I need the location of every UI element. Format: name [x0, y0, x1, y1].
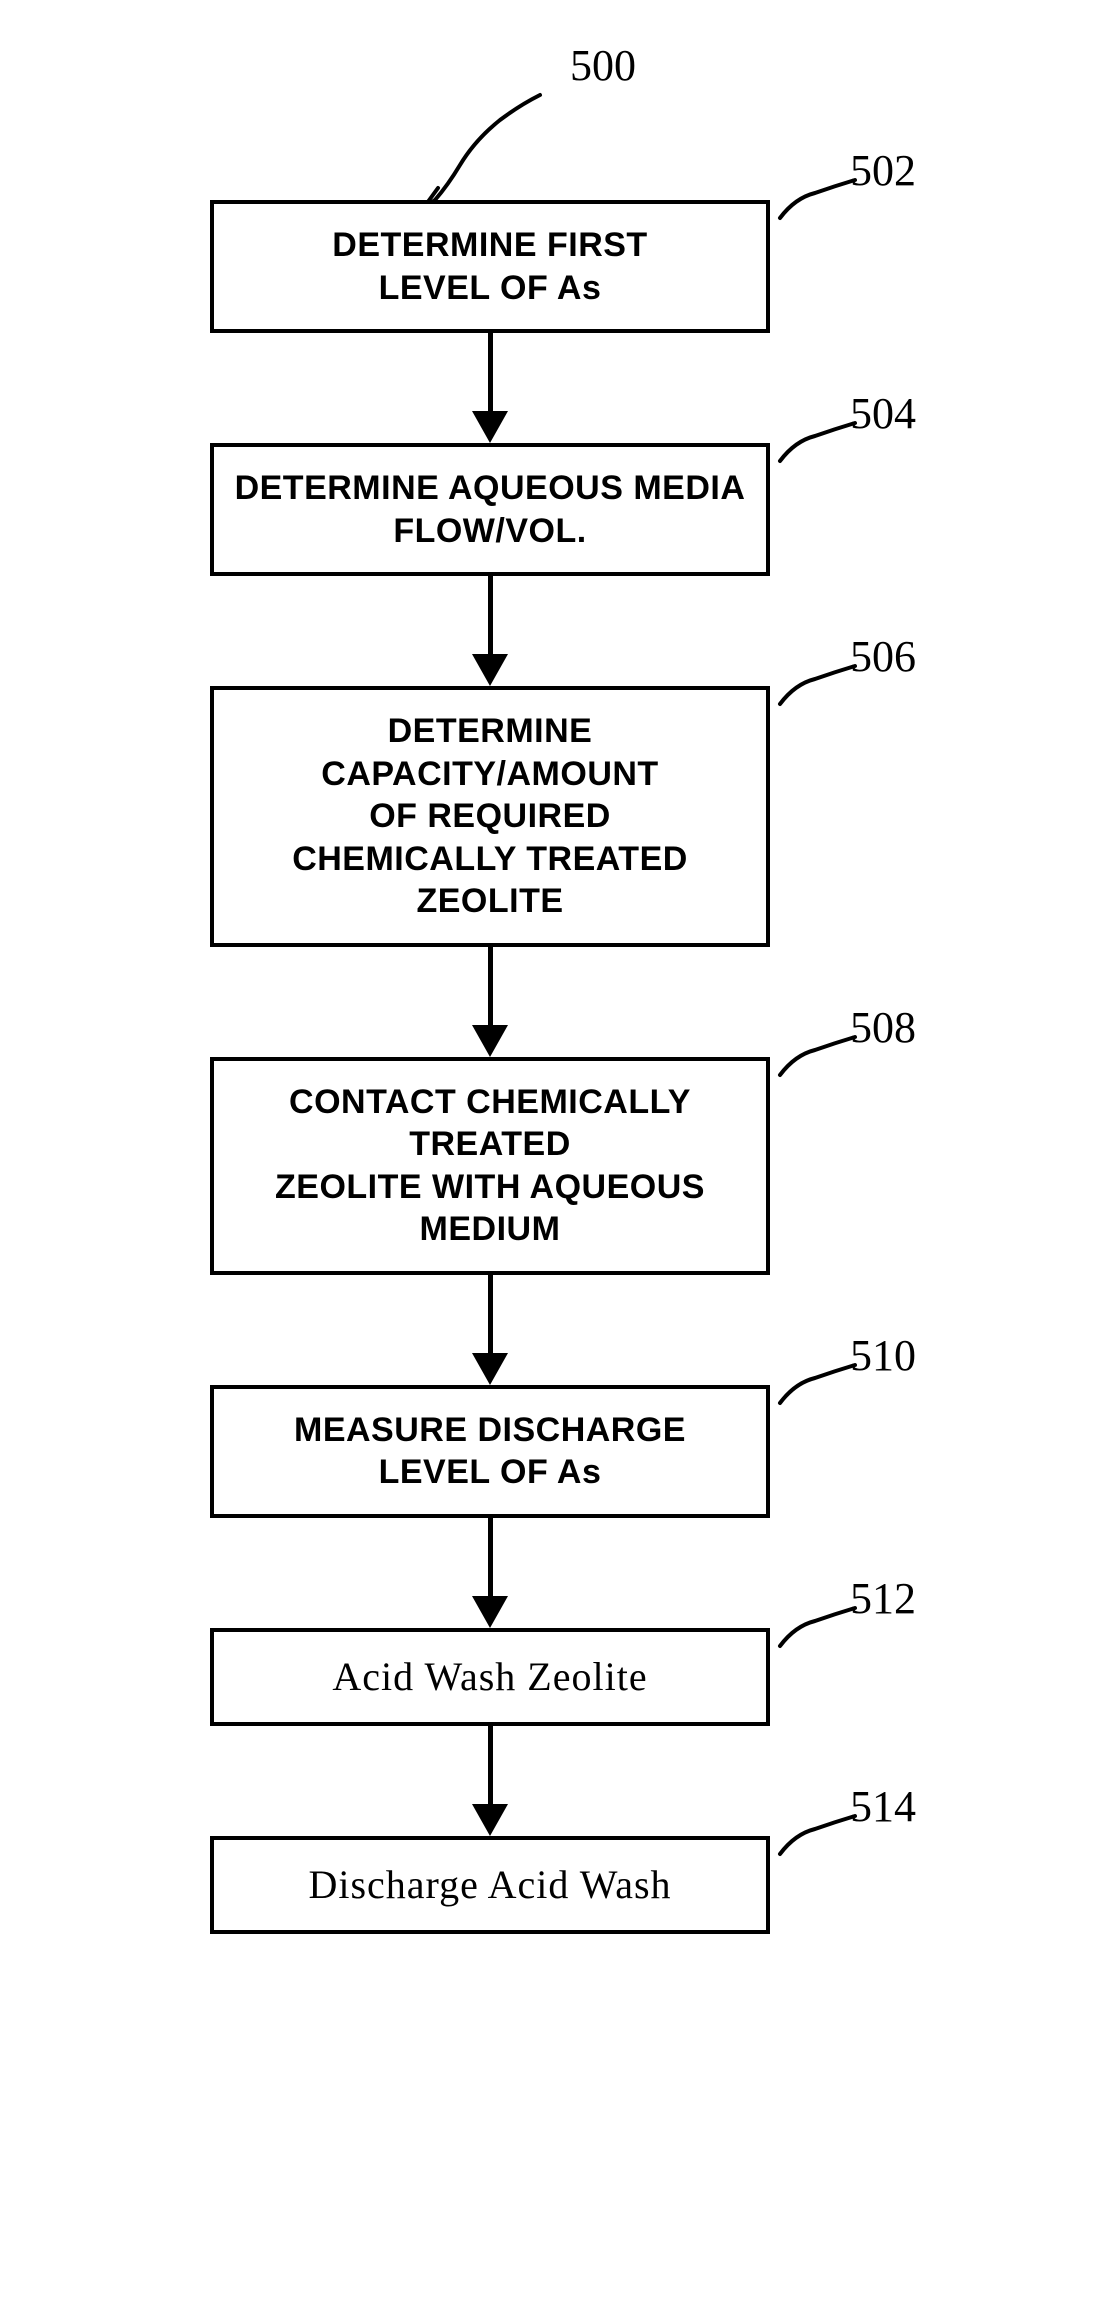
step-text: DETERMINE CAPACITY/AMOUNTOF REQUIREDCHEM… — [292, 712, 688, 920]
step-text: Acid Wash Zeolite — [332, 1654, 647, 1699]
arrow-down — [140, 1726, 840, 1836]
ref-500: 500 — [570, 40, 636, 91]
step-text: DETERMINE FIRSTLEVEL OF As — [332, 226, 647, 307]
step-box-measure-discharge: MEASURE DISCHARGELEVEL OF As — [210, 1385, 770, 1518]
ref-508: 508 — [850, 1002, 916, 1053]
arrow-down — [140, 1518, 840, 1628]
step-text: Discharge Acid Wash — [308, 1862, 671, 1907]
arrow-down — [140, 333, 840, 443]
step-text: CONTACT CHEMICALLY TREATEDZEOLITE WITH A… — [275, 1083, 705, 1249]
step-box-determine-flow: DETERMINE AQUEOUS MEDIAFLOW/VOL. — [210, 443, 770, 576]
ref-512: 512 — [850, 1573, 916, 1624]
ref-514: 514 — [850, 1781, 916, 1832]
step-box-acid-wash: Acid Wash Zeolite — [210, 1628, 770, 1726]
ref-502: 502 — [850, 145, 916, 196]
arrow-down — [140, 576, 840, 686]
step-box-determine-capacity: DETERMINE CAPACITY/AMOUNTOF REQUIREDCHEM… — [210, 686, 770, 947]
ref-504: 504 — [850, 388, 916, 439]
arrow-down — [140, 947, 840, 1057]
step-box-contact-zeolite: CONTACT CHEMICALLY TREATEDZEOLITE WITH A… — [210, 1057, 770, 1275]
ref-510: 510 — [850, 1330, 916, 1381]
arrow-down — [140, 1275, 840, 1385]
flowchart-container: DETERMINE FIRSTLEVEL OF As 502 DETERMINE… — [140, 200, 840, 1934]
step-text: DETERMINE AQUEOUS MEDIAFLOW/VOL. — [235, 469, 746, 550]
ref-506: 506 — [850, 631, 916, 682]
step-box-discharge-acid-wash: Discharge Acid Wash — [210, 1836, 770, 1934]
step-text: MEASURE DISCHARGELEVEL OF As — [294, 1411, 686, 1492]
step-box-determine-first-level: DETERMINE FIRSTLEVEL OF As — [210, 200, 770, 333]
